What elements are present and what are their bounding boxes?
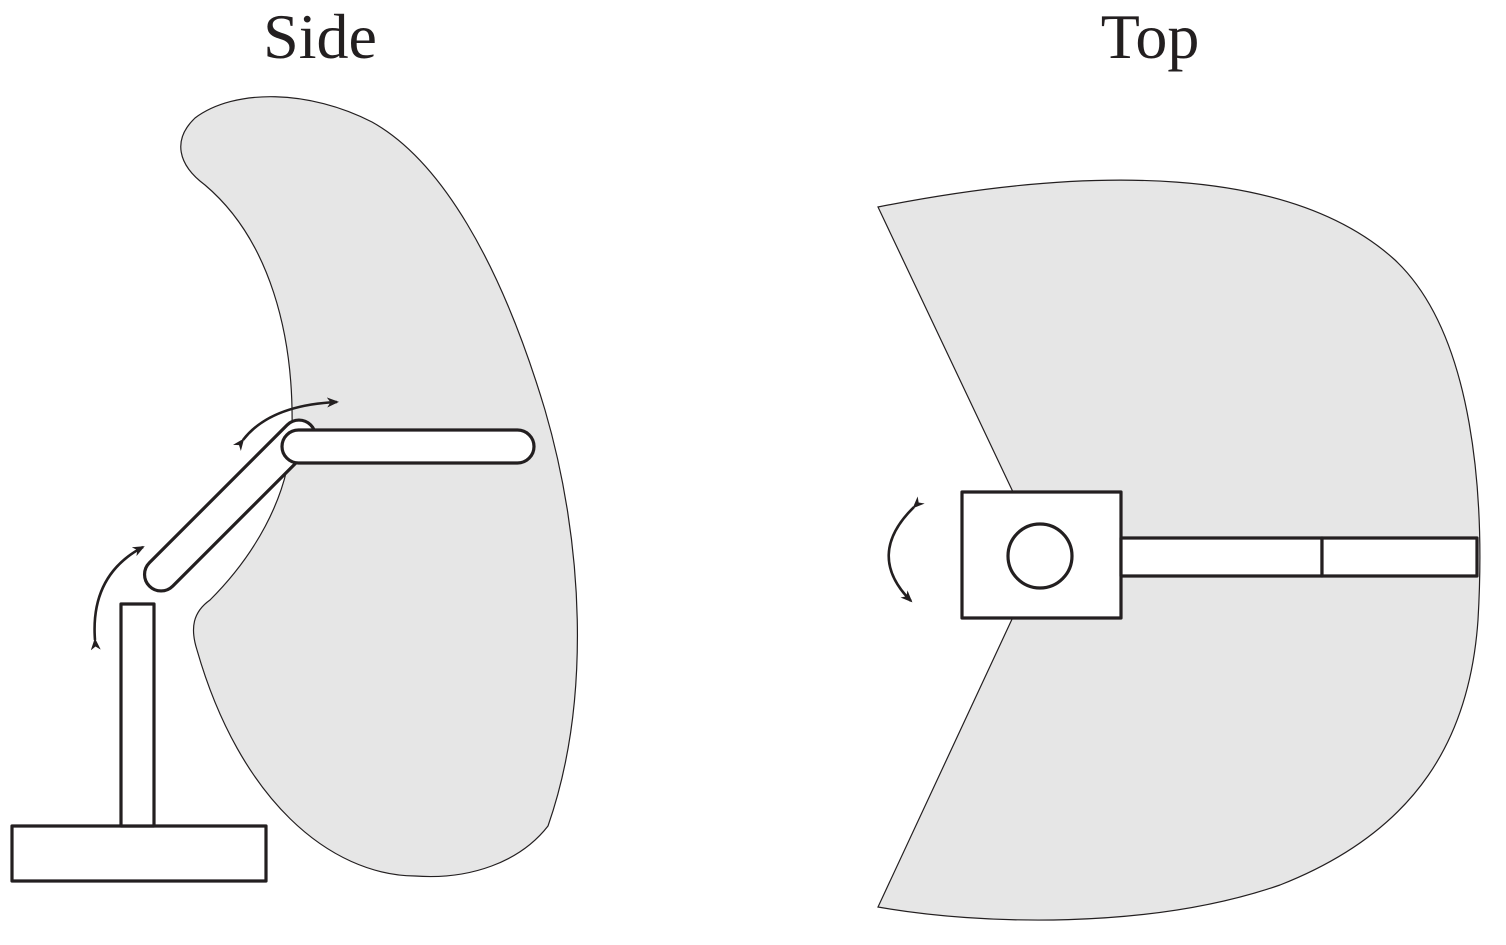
side-forearm	[280, 428, 536, 465]
top-base-joint	[1006, 522, 1074, 590]
side-elbow-rotation-arrow	[232, 397, 339, 451]
side-shoulder-rotation-arrow	[90, 545, 145, 651]
side-view-title: Side	[263, 1, 377, 72]
side-base-plate	[10, 824, 268, 883]
side-vertical-column	[119, 602, 156, 828]
top-view: Top	[877, 1, 1481, 921]
top-forearm	[1320, 536, 1479, 578]
top-base-rotation-arrow	[887, 496, 925, 603]
side-view: Side	[10, 1, 578, 883]
top-upper-arm	[1119, 536, 1324, 578]
side-workspace-region	[180, 96, 578, 878]
top-view-title: Top	[1101, 1, 1200, 72]
